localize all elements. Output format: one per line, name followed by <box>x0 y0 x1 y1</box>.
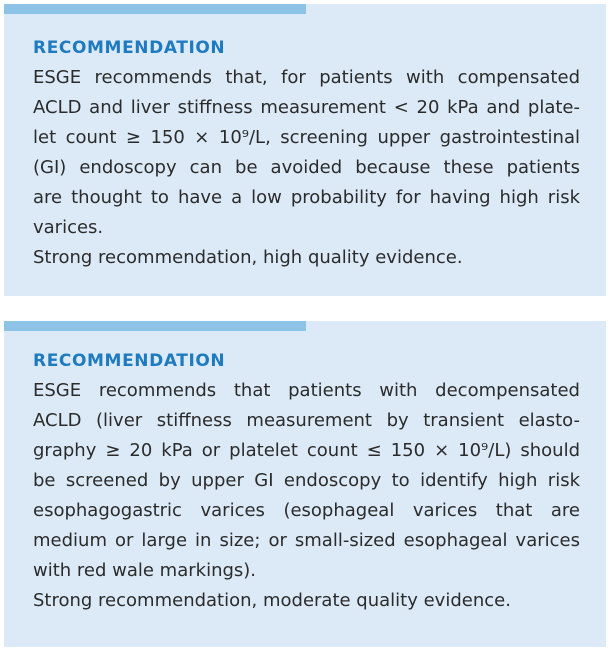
recommendation-content: RECOMMENDATION ESGE recommends that, for… <box>33 33 580 273</box>
recommendation-text-line: ACLD and liver stiffness measurement < 2… <box>33 97 580 118</box>
accent-bar <box>4 321 306 331</box>
recommendation-text-line: medium or large in size; or small-sized … <box>33 530 580 551</box>
recommendation-box-compensated: RECOMMENDATION ESGE recommends that, for… <box>4 4 606 296</box>
recommendation-heading: RECOMMENDATION <box>33 351 226 371</box>
accent-bar <box>4 4 306 14</box>
recommendation-content: RECOMMENDATION ESGE recommends that pati… <box>33 346 580 616</box>
recommendation-text-line: with red wale markings). <box>33 560 257 581</box>
recommendation-text-line: graphy ≥ 20 kPa or platelet count ≤ 150 … <box>33 440 580 461</box>
recommendation-strength: Strong recommendation, high quality evid… <box>33 247 463 268</box>
recommendation-text-line: varices. <box>33 217 104 238</box>
recommendation-text-line: let count ≥ 150 × 10⁹/L, screening upper… <box>33 127 580 148</box>
recommendation-text-line: are thought to have a low probability fo… <box>33 187 580 208</box>
recommendation-heading: RECOMMENDATION <box>33 38 226 58</box>
recommendation-text-line: ACLD (liver stiffness measurement by tra… <box>33 410 580 431</box>
recommendation-text-line: (GI) endoscopy can be avoided because th… <box>33 157 580 178</box>
recommendation-text-line: esophagogastric varices (esophageal vari… <box>33 500 580 521</box>
recommendation-box-decompensated: RECOMMENDATION ESGE recommends that pati… <box>4 321 606 647</box>
recommendation-text-line: ESGE recommends that patients with decom… <box>33 380 580 401</box>
recommendation-strength: Strong recommendation, moderate quality … <box>33 590 511 611</box>
recommendation-text-line: be screened by upper GI endoscopy to ide… <box>33 470 580 491</box>
recommendation-text-line: ESGE recommends that, for patients with … <box>33 67 580 88</box>
